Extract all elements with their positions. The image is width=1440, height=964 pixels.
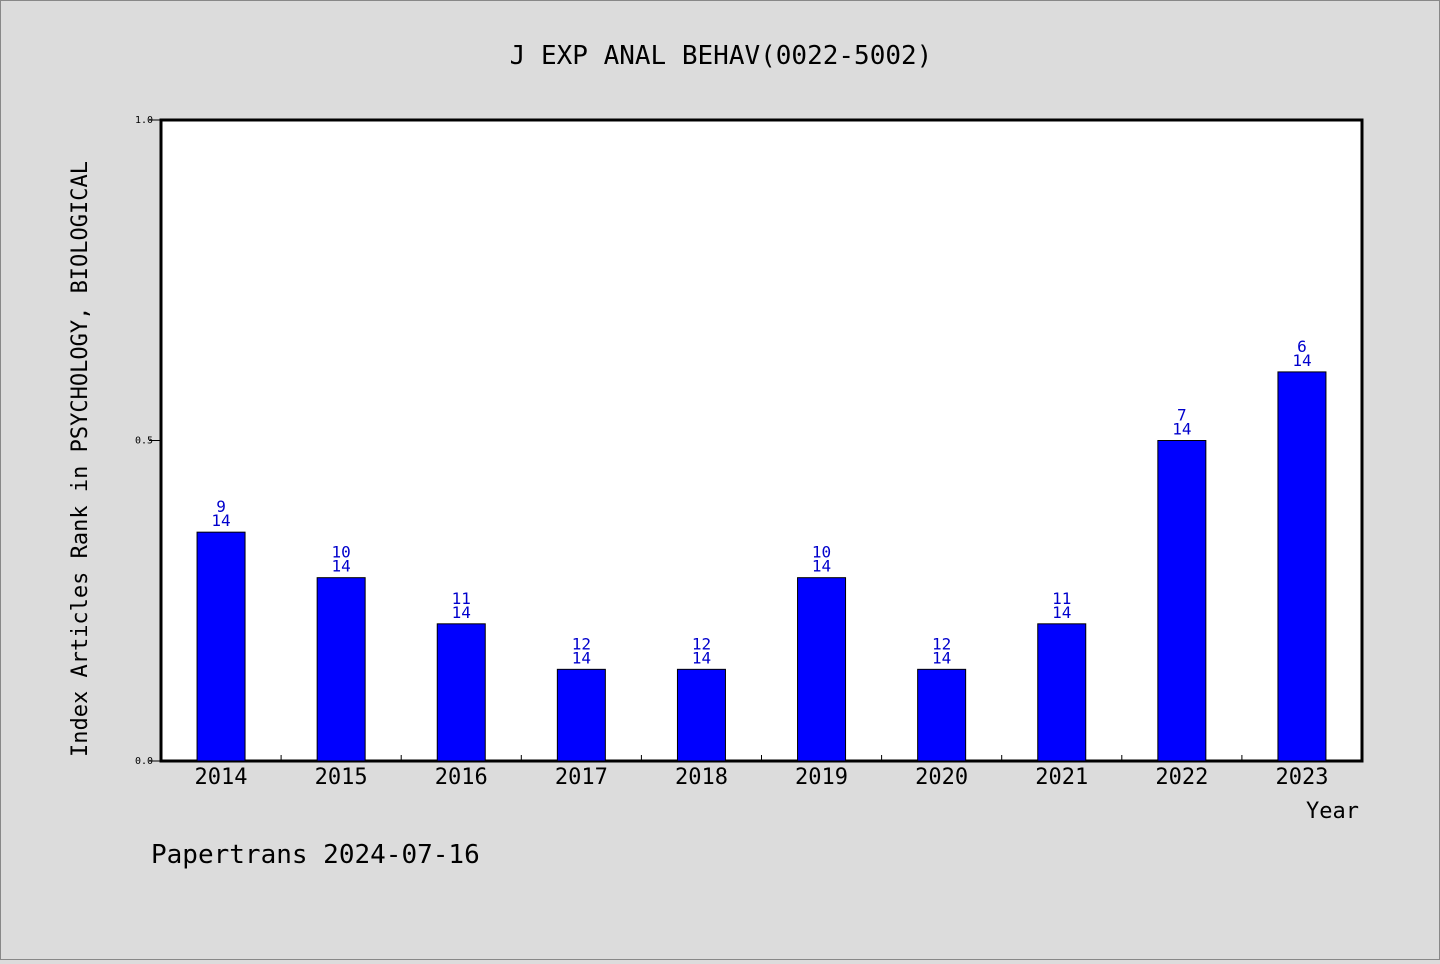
x-tick-label: 2015 xyxy=(315,765,368,790)
bar-rank-label: 12 xyxy=(932,634,951,653)
bar-rank-label: 10 xyxy=(332,543,351,562)
x-tick-label: 2022 xyxy=(1155,765,1208,790)
bar-rank-label: 9 xyxy=(216,497,226,516)
bar-2023 xyxy=(1277,371,1327,762)
bar-2021 xyxy=(1037,623,1087,762)
y-tick-label: 0.5 xyxy=(135,436,153,447)
chart-title: J EXP ANAL BEHAV(0022-5002) xyxy=(510,41,933,71)
bars xyxy=(196,371,1327,762)
x-tick-label: 2023 xyxy=(1275,765,1328,790)
bar-total-label: 14 xyxy=(332,557,351,576)
bar-total-label: 14 xyxy=(572,648,591,667)
y-tick-label: 0.0 xyxy=(135,756,153,767)
footer-text: Papertrans 2024-07-16 xyxy=(151,840,480,870)
x-tick-label: 2016 xyxy=(435,765,488,790)
bar-rank-label: 7 xyxy=(1177,406,1187,425)
bar-rank-label: 12 xyxy=(692,634,711,653)
x-tick-labels: 2014 2015 2016 2017 2018 2019 2020 2021 2022 2023 xyxy=(195,765,1329,790)
bar-total-label: 14 xyxy=(692,648,711,667)
x-tick-label: 2014 xyxy=(195,765,248,790)
bar-2016 xyxy=(436,623,486,762)
bar-total-label: 14 xyxy=(812,557,831,576)
bar-rank-label: 10 xyxy=(812,543,831,562)
bar-total-label: 14 xyxy=(932,648,951,667)
bar-2017 xyxy=(556,668,606,762)
x-tick-label: 2019 xyxy=(795,765,848,790)
y-axis-label: Index Articles Rank in PSYCHOLOGY, BIOLO… xyxy=(68,161,93,757)
bar-total-label: 14 xyxy=(452,603,471,622)
bar-2022 xyxy=(1157,440,1207,762)
x-tick-label: 2017 xyxy=(555,765,608,790)
bar-total-label: 14 xyxy=(1052,603,1071,622)
x-tick-label: 2021 xyxy=(1035,765,1088,790)
x-axis-label: Year xyxy=(1306,799,1359,824)
bar-total-label: 14 xyxy=(211,511,230,530)
bar-2015 xyxy=(316,577,366,762)
bar-2019 xyxy=(797,577,847,762)
x-axis-ticks xyxy=(280,755,1243,761)
bar-2020 xyxy=(917,668,967,762)
bar-2018 xyxy=(676,668,726,762)
y-tick-label: 1.0 xyxy=(135,115,153,126)
x-tick-label: 2018 xyxy=(675,765,728,790)
bar-rank-label: 11 xyxy=(1052,589,1071,608)
bar-2014 xyxy=(196,531,246,762)
bar-rank-label: 12 xyxy=(572,634,591,653)
x-tick-label: 2020 xyxy=(915,765,968,790)
bar-rank-label: 6 xyxy=(1297,337,1307,356)
bar-rank-label: 11 xyxy=(452,589,471,608)
y-axis-ticks: 0.0 0.5 1.0 xyxy=(135,115,161,767)
bar-total-label: 14 xyxy=(1292,351,1311,370)
bar-total-label: 14 xyxy=(1172,420,1191,439)
